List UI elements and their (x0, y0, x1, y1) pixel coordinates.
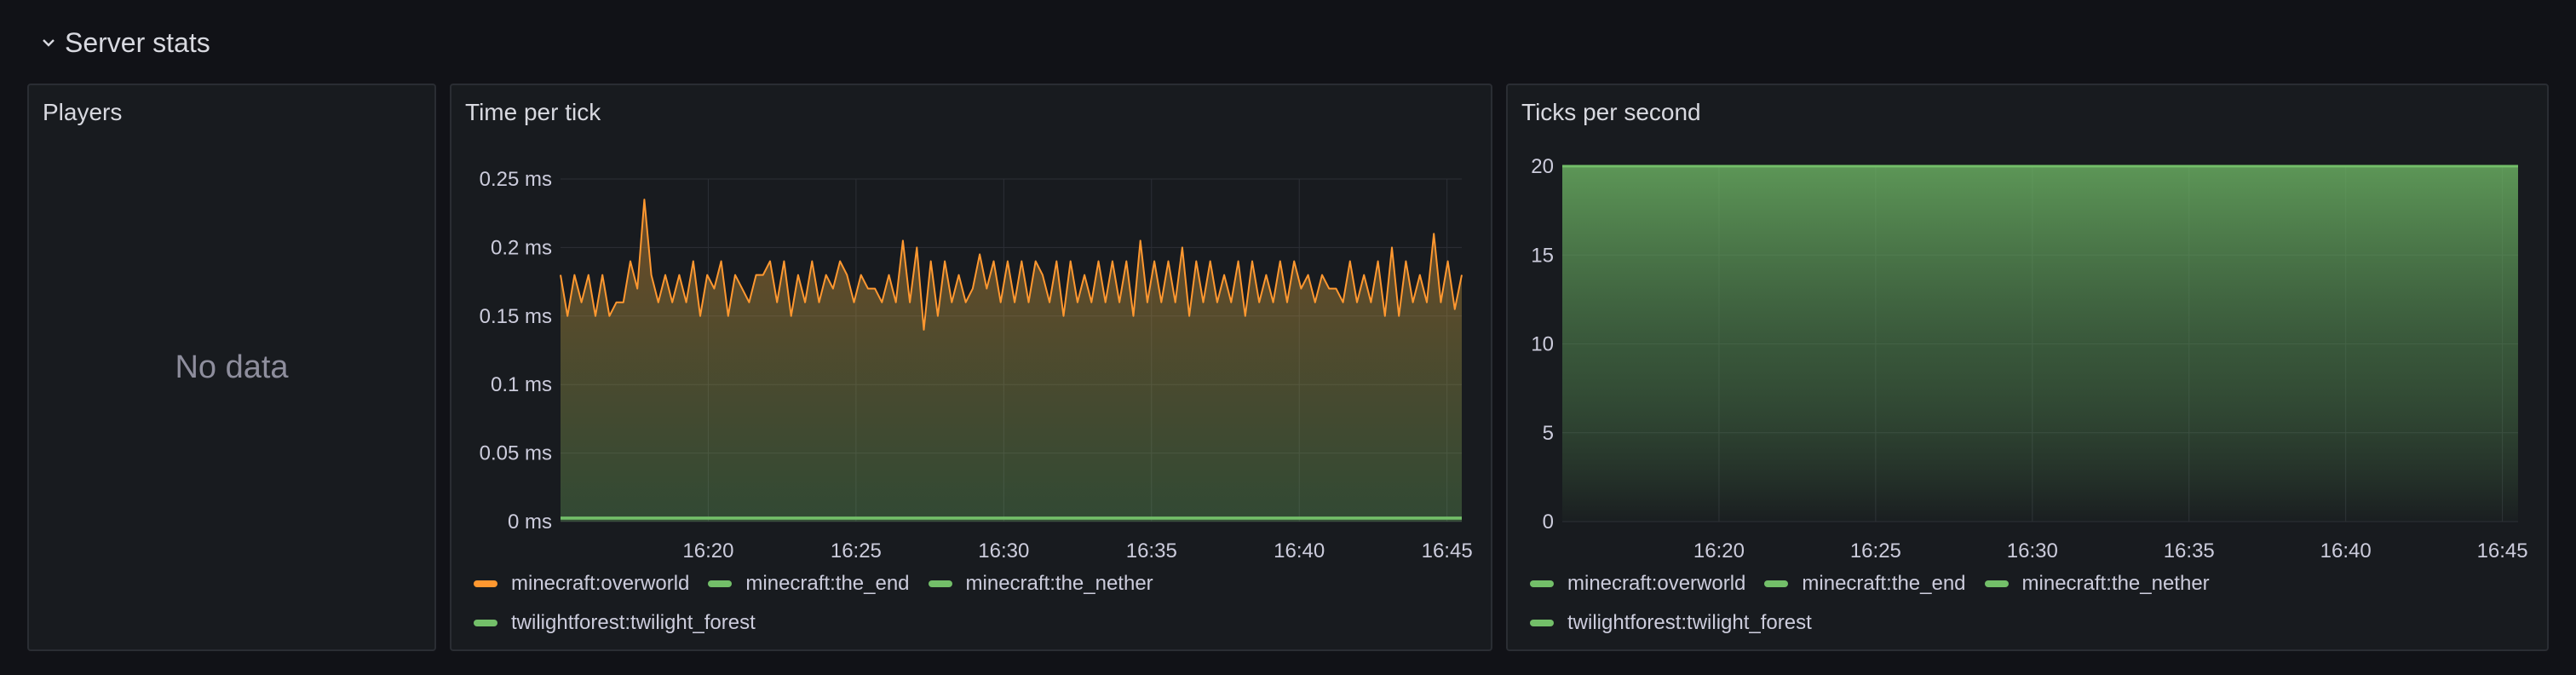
ticks-per-second-chart[interactable]: 0 5 10 15 20 16:20 16:25 16:30 16:35 16:40 16:45 (1508, 153, 2547, 631)
legend-item[interactable]: twilightforest:twilight_forest (1530, 603, 1812, 643)
y-tick-label: 0.1 ms (491, 373, 552, 396)
series-line[interactable] (560, 199, 1463, 331)
y-tick-label: 0.05 ms (480, 442, 552, 465)
y-tick-label: 0.25 ms (480, 168, 552, 191)
legend-swatch (474, 580, 497, 587)
series-area (1562, 166, 2518, 522)
legend-swatch (1530, 580, 1554, 587)
x-tick-label: 16:25 (1850, 539, 1901, 562)
x-tick-label: 16:30 (2007, 539, 2058, 562)
x-tick-label: 16:40 (1274, 539, 1325, 562)
panel-ticks-per-second[interactable]: Ticks per second 0 5 10 15 20 16:20 16:25 16:30… (1506, 84, 2549, 651)
legend-item[interactable]: minecraft:the_end (708, 564, 910, 603)
row-title: Server stats (65, 26, 210, 58)
x-tick-label: 16:20 (682, 539, 733, 562)
legend-swatch (1530, 620, 1554, 626)
y-tick-label: 0.15 ms (480, 305, 552, 328)
panel-title: Ticks per second (1521, 99, 1701, 125)
y-tick-label: 0 (1543, 511, 1554, 534)
legend-label: twilightforest:twilight_forest (511, 611, 756, 634)
chevron-down-icon[interactable] (39, 33, 58, 52)
legend-label: minecraft:the_end (745, 572, 910, 595)
legend-label: minecraft:overworld (1567, 572, 1746, 595)
legend-swatch (928, 580, 952, 587)
x-tick-label: 16:35 (2164, 539, 2215, 562)
legend-item[interactable]: minecraft:overworld (1530, 564, 1745, 603)
legend-label: minecraft:the_nether (2021, 572, 2210, 595)
legend-item[interactable]: minecraft:the_nether (928, 564, 1153, 603)
legend-item[interactable]: minecraft:the_nether (1984, 564, 2210, 603)
panel-title: Time per tick (465, 99, 601, 125)
y-tick-label: 0.2 ms (491, 236, 552, 259)
x-tick-label: 16:45 (1422, 539, 1473, 562)
x-tick-label: 16:45 (2477, 539, 2528, 562)
legend-item[interactable]: minecraft:overworld (474, 564, 689, 603)
legend-swatch (708, 580, 733, 587)
legend-label: minecraft:the_nether (965, 572, 1153, 595)
legend-swatch (474, 620, 497, 626)
y-tick-label: 15 (1531, 244, 1554, 267)
legend-swatch (1984, 580, 2009, 587)
x-tick-label: 16:25 (831, 539, 882, 562)
panel-title: Players (43, 99, 123, 125)
legend: minecraft:overworld minecraft:the_end mine… (1530, 564, 2518, 643)
legend-swatch (1764, 580, 1789, 587)
legend-item[interactable]: twilightforest:twilight_forest (474, 603, 756, 643)
x-tick-label: 16:35 (1126, 539, 1177, 562)
panel-players[interactable]: Players No data (27, 84, 436, 651)
y-tick-label: 20 (1531, 155, 1554, 178)
no-data-message: No data (175, 349, 289, 385)
legend-label: minecraft:the_end (1802, 572, 1966, 595)
panel-time-per-tick[interactable]: Time per tick 0 ms 0.05 ms 0.1 ms 0.15 ms 0.… (450, 84, 1492, 651)
y-tick-label: 5 (1543, 422, 1554, 445)
legend-label: minecraft:overworld (511, 572, 690, 595)
legend-label: twilightforest:twilight_forest (1567, 611, 1812, 634)
time-per-tick-chart[interactable]: 0 ms 0.05 ms 0.1 ms 0.15 ms 0.2 ms 0.25 ms 16:… (451, 153, 1491, 631)
row-header-server-stats[interactable]: Server stats (39, 19, 210, 66)
legend: minecraft:overworld minecraft:the_end mine… (474, 564, 1462, 643)
legend-item[interactable]: minecraft:the_end (1764, 564, 1966, 603)
x-tick-label: 16:30 (978, 539, 1029, 562)
x-tick-label: 16:20 (1693, 539, 1745, 562)
y-tick-label: 10 (1531, 333, 1554, 356)
x-tick-label: 16:40 (2320, 539, 2372, 562)
y-tick-label: 0 ms (508, 511, 552, 534)
